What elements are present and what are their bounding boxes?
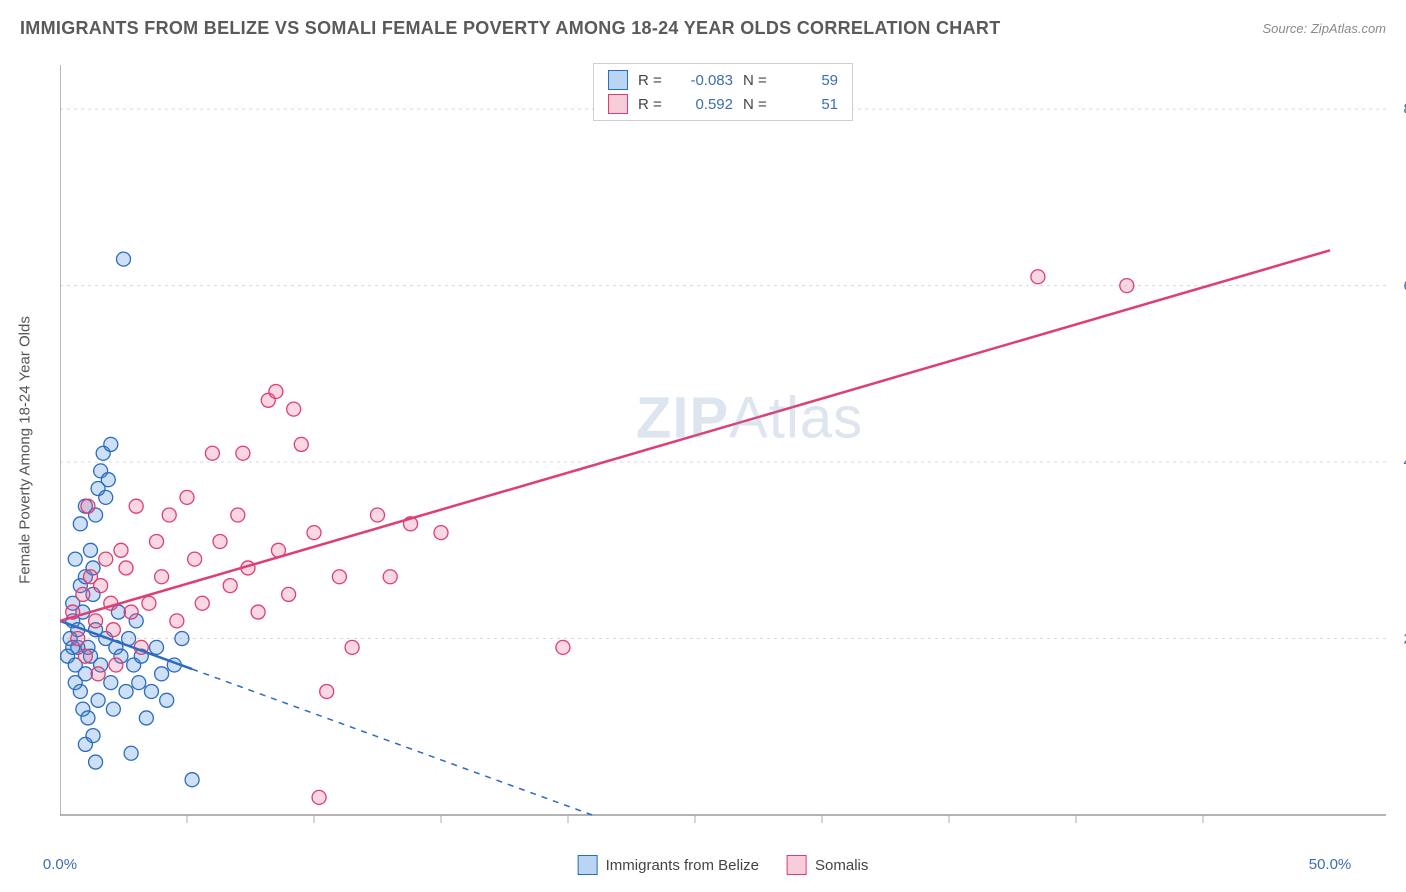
title-row: IMMIGRANTS FROM BELIZE VS SOMALI FEMALE … bbox=[20, 18, 1386, 39]
legend-stat-row: R = 0.592 N = 51 bbox=[608, 94, 838, 114]
chart-title: IMMIGRANTS FROM BELIZE VS SOMALI FEMALE … bbox=[20, 18, 1001, 39]
legend-label: R = bbox=[638, 96, 668, 113]
scatter-plot bbox=[60, 55, 1386, 845]
source-label: Source: ZipAtlas.com bbox=[1262, 21, 1386, 36]
legend-label: R = bbox=[638, 72, 668, 89]
legend-series: Immigrants from Belize Somalis bbox=[578, 855, 869, 875]
y-axis-label: Female Poverty Among 18-24 Year Olds bbox=[17, 316, 34, 584]
legend-label: N = bbox=[743, 96, 773, 113]
legend-stat-row: R = -0.083 N = 59 bbox=[608, 70, 838, 90]
legend-swatch bbox=[787, 855, 807, 875]
legend-swatch bbox=[608, 70, 628, 90]
y-tick-label: 60.0% bbox=[1391, 277, 1406, 294]
y-tick-label: 20.0% bbox=[1391, 630, 1406, 647]
legend-series-label: Immigrants from Belize bbox=[606, 857, 759, 874]
legend-swatch bbox=[578, 855, 598, 875]
x-tick-label: 0.0% bbox=[43, 856, 77, 873]
legend-stats: R = -0.083 N = 59 R = 0.592 N = 51 bbox=[593, 63, 853, 121]
chart-area: Female Poverty Among 18-24 Year Olds ZIP… bbox=[60, 55, 1386, 845]
legend-value: 59 bbox=[783, 72, 838, 89]
legend-series-item: Somalis bbox=[787, 855, 868, 875]
legend-series-item: Immigrants from Belize bbox=[578, 855, 759, 875]
legend-label: N = bbox=[743, 72, 773, 89]
chart-container: IMMIGRANTS FROM BELIZE VS SOMALI FEMALE … bbox=[0, 0, 1406, 892]
y-tick-label: 80.0% bbox=[1391, 101, 1406, 118]
legend-value: 51 bbox=[783, 96, 838, 113]
legend-value: -0.083 bbox=[678, 72, 733, 89]
legend-series-label: Somalis bbox=[815, 857, 868, 874]
y-tick-label: 40.0% bbox=[1391, 454, 1406, 471]
legend-value: 0.592 bbox=[678, 96, 733, 113]
legend-swatch bbox=[608, 94, 628, 114]
x-tick-label: 50.0% bbox=[1309, 856, 1352, 873]
